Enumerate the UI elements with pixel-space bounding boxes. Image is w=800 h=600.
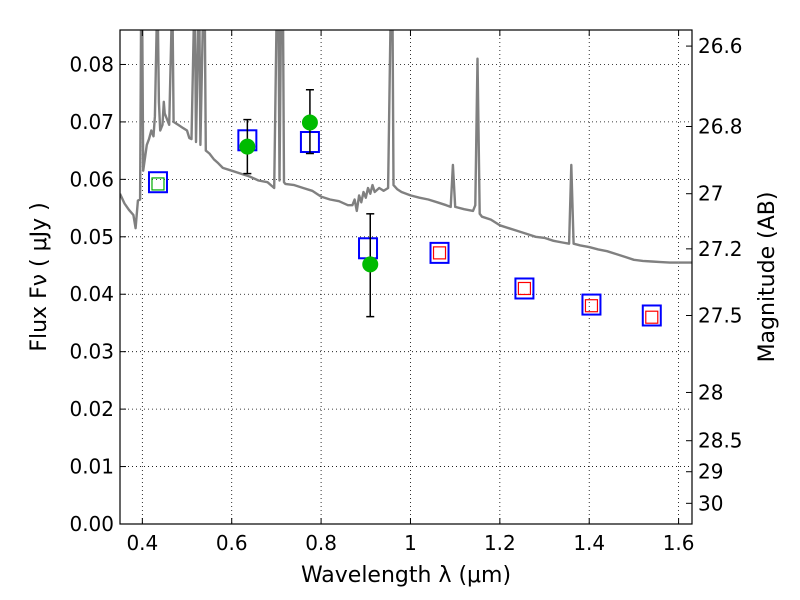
y-tick-label: 0.00: [69, 512, 114, 536]
plot-content: [120, 30, 692, 327]
model-band-flux-square: [641, 304, 662, 327]
measured-flux-point: [301, 114, 318, 131]
model-band-flux-square: [429, 241, 450, 264]
y-tick-label: 0.02: [69, 397, 114, 421]
plot-frame: [119, 29, 693, 525]
inner-band-square: [151, 177, 165, 191]
y2-tick-label: 27.5: [698, 303, 743, 327]
y2-tick-label: 27: [698, 182, 723, 206]
y-tick-label: 0.06: [69, 167, 114, 191]
measured-flux-point: [362, 256, 379, 273]
x-tick-label: 0.4: [126, 531, 158, 555]
y-tick-label: 0.08: [69, 52, 114, 76]
y2-tick-label: 26.6: [698, 34, 743, 58]
x-axis-label: Wavelength λ (μm): [301, 563, 511, 588]
y2-tick-label: 29: [698, 460, 723, 484]
model-band-flux-square: [514, 277, 535, 300]
x-tick-label: 1: [404, 531, 417, 555]
x-tick-label: 0.8: [305, 531, 337, 555]
x-tick-label: 1.4: [573, 531, 605, 555]
y-tick-label: 0.01: [69, 455, 114, 479]
x-tick-label: 1.6: [663, 531, 695, 555]
model-band-flux-square: [147, 171, 168, 194]
y-axis-label: Flux Fν ( μJy ): [27, 202, 52, 351]
y2-tick-label: 26.8: [698, 115, 743, 139]
y2-tick-label: 30: [698, 491, 723, 515]
plot-area: [120, 30, 692, 524]
y-tick-label: 0.05: [69, 225, 114, 249]
y-tick-label: 0.07: [69, 110, 114, 134]
y2-axis-label: Magnitude (AB): [755, 192, 780, 363]
y2-tick-label: 28.5: [698, 429, 743, 453]
y2-tick-label: 27.2: [698, 237, 743, 261]
inner-band-square: [432, 246, 447, 260]
model-spectrum-line: [120, 30, 692, 264]
model-band-flux-square: [581, 293, 602, 316]
measured-flux-point: [239, 138, 256, 155]
inner-band-square: [645, 310, 659, 324]
inner-band-square: [517, 281, 532, 296]
x-tick-label: 0.6: [216, 531, 248, 555]
inner-band-square: [584, 299, 599, 313]
y-tick-label: 0.04: [69, 282, 114, 306]
x-tick-label: 1.2: [484, 531, 516, 555]
axis-ticks: 0.4 0.6 0.8 1 1.2 1.4 1.6 0.00 0.01 0.02 0.03 0.04 0…: [69, 30, 743, 555]
y2-tick-label: 28: [698, 380, 723, 404]
y-tick-label: 0.03: [69, 340, 114, 364]
